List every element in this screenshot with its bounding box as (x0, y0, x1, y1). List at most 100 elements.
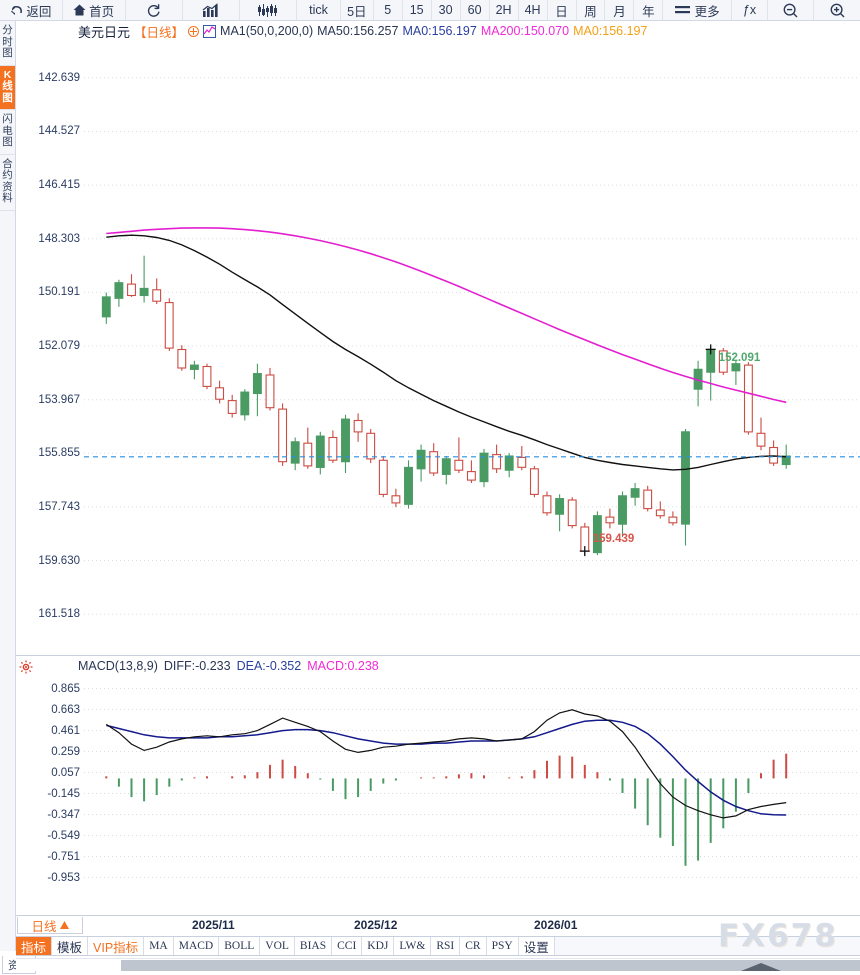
zoom-in-icon (830, 3, 845, 18)
indicator-macd[interactable]: MACD (174, 937, 220, 955)
x-axis-tick: 2025/12 (354, 918, 398, 932)
toolbar-chart-type[interactable] (183, 0, 240, 20)
indicator-indicators[interactable]: 指标 (16, 937, 53, 955)
indicator-cr[interactable]: CR (460, 937, 487, 955)
price-y-tick: 146.415 (38, 179, 80, 192)
period-selector[interactable]: 日线 (17, 917, 83, 934)
x-axis-tick: 2025/11 (192, 918, 235, 932)
macd-y-tick: 0.663 (51, 703, 80, 716)
toolbar-m15[interactable]: 15 (403, 0, 432, 20)
toolbar-zoom-in[interactable] (814, 0, 860, 20)
period-label: 日线 (31, 919, 57, 934)
toolbar-m30[interactable]: 30 (432, 0, 461, 20)
indicator-settings[interactable]: 设置 (519, 937, 555, 955)
indicator-vol[interactable]: VOL (260, 937, 295, 955)
candlestick-icon (258, 3, 278, 18)
macd-y-tick: -0.549 (47, 829, 80, 842)
macd-y-tick: 0.259 (51, 745, 80, 758)
toolbar-daily-label: 日 (555, 4, 568, 19)
toolbar-monthly-label: 月 (613, 4, 626, 19)
macd-dea: DEA:-0.352 (236, 659, 302, 673)
toolbar-back[interactable]: 返回 (0, 0, 63, 20)
macd-value: MACD:0.238 (307, 659, 379, 673)
toolbar-five-day[interactable]: 5日 (341, 0, 374, 20)
toolbar-five-day-label: 5日 (347, 4, 367, 19)
indicator-settings-icon[interactable] (19, 660, 33, 674)
price-y-tick: 148.303 (38, 232, 80, 245)
toolbar-yearly-label: 年 (642, 4, 655, 19)
indicator-boll[interactable]: BOLL (219, 937, 261, 955)
horizontal-scrollbar[interactable] (16, 958, 860, 971)
indicator-templates[interactable]: 模板 (52, 937, 89, 955)
toolbar-tick-label: tick (309, 3, 328, 17)
macd-y-axis: 0.865 0.663 0.461 0.259 0.057 -0.145 -0.347 -0.… (16, 656, 84, 916)
macd-panel[interactable]: MACD(13,8,9) DIFF:-0.233 DEA:-0.352 MACD… (16, 655, 860, 915)
macd-plot-area[interactable] (84, 656, 860, 916)
toolbar-m60-label: 60 (467, 3, 482, 17)
indicator-kdj[interactable]: KDJ (362, 937, 395, 955)
price-y-tick: 155.855 (38, 447, 80, 460)
rail-item-lightning-chart[interactable]: 闪电图 (0, 110, 15, 155)
swing-high-label: 159.439 (592, 533, 635, 546)
indicator-bar: 指标 模板 VIP指标 MA MACD BOLL VOL BIAS CCI KDJ LW& RSI CR… (16, 936, 860, 956)
symbol-name: 美元日元 (78, 24, 131, 40)
indicator-bias[interactable]: BIAS (295, 937, 333, 955)
toolbar-m60[interactable]: 60 (461, 0, 490, 20)
home-icon (73, 4, 86, 16)
indicator-cci[interactable]: CCI (332, 937, 363, 955)
toolbar-fx-tools[interactable]: ƒx (732, 0, 769, 20)
toolbar-yearly[interactable]: 年 (634, 0, 664, 20)
zoom-out-icon (783, 3, 798, 18)
ma200-value: MA200:150.070 (480, 24, 570, 38)
toolbar-m5[interactable]: 5 (374, 0, 403, 20)
toolbar-weekly-label: 周 (584, 4, 597, 19)
refresh-icon (146, 3, 161, 18)
price-chart-panel[interactable]: 美元日元 【日线】 MA1(50,0,200,0) MA50:156.257 M… (16, 21, 860, 651)
price-y-tick: 152.079 (38, 340, 80, 352)
toolbar-more[interactable]: 更多 (663, 0, 732, 20)
toolbar-back-label: 返回 (26, 4, 52, 19)
rail-item-contract-info[interactable]: 合约资料 (0, 155, 15, 211)
toolbar-m30-label: 30 (438, 3, 453, 17)
add-indicator-icon[interactable] (188, 25, 200, 37)
toolbar-more-label: 更多 (694, 4, 720, 19)
toolbar-h2-label: 2H (495, 3, 512, 17)
toolbar-home[interactable]: 首页 (63, 0, 126, 20)
top-toolbar: 返回 首页 tick 5日 5 15 30 60 2H 4H 日 周 月 年 更多 ƒx (0, 0, 860, 21)
indicator-ma[interactable]: MA (144, 937, 174, 955)
scroll-right-arrow-icon[interactable] (741, 963, 781, 971)
indicator-lwr[interactable]: LW& (394, 937, 432, 955)
rail-item-time-chart[interactable]: 分时图 (0, 21, 15, 66)
toolbar-refresh[interactable] (126, 0, 183, 20)
ma0-value-b: MA0:156.197 (573, 24, 648, 38)
toolbar-tick[interactable]: tick (297, 0, 341, 20)
price-chart-header: 美元日元 【日线】 MA1(50,0,200,0) MA50:156.257 M… (78, 23, 648, 40)
indicator-psy[interactable]: PSY (487, 937, 519, 955)
toolbar-home-label: 首页 (89, 4, 115, 19)
symbol-period: 【日线】 (134, 25, 185, 40)
hamburger-icon (674, 5, 690, 16)
x-axis: 2025/11 2025/12 2026/01 (16, 915, 860, 933)
toolbar-h4[interactable]: 4H (519, 0, 548, 20)
toolbar-weekly[interactable]: 周 (577, 0, 606, 20)
ma-settings-icon[interactable] (203, 24, 217, 38)
price-y-tick: 142.639 (38, 71, 80, 84)
toolbar-candles[interactable] (240, 0, 297, 20)
swing-low-label: 152.091 (718, 352, 761, 365)
indicator-rsi[interactable]: RSI (431, 937, 461, 955)
toolbar-monthly[interactable]: 月 (605, 0, 635, 20)
watermark: FX678 (718, 918, 838, 954)
indicator-vip-indicators[interactable]: VIP指标 (88, 937, 145, 955)
toolbar-zoom-out[interactable] (768, 0, 815, 20)
macd-y-tick: 0.461 (51, 724, 80, 737)
toolbar-h2[interactable]: 2H (490, 0, 519, 20)
price-plot-area[interactable]: 159.439 152.091 (84, 21, 860, 651)
toolbar-daily[interactable]: 日 (548, 0, 577, 20)
toolbar-fx-tools-label: ƒx (742, 3, 757, 17)
price-y-tick: 144.527 (38, 125, 80, 138)
ma-formula: MA1(50,0,200,0) (220, 24, 314, 38)
macd-formula: MACD(13,8,9) (78, 659, 158, 673)
scrollbar-thumb[interactable] (121, 960, 860, 971)
price-y-tick: 150.191 (38, 286, 80, 299)
